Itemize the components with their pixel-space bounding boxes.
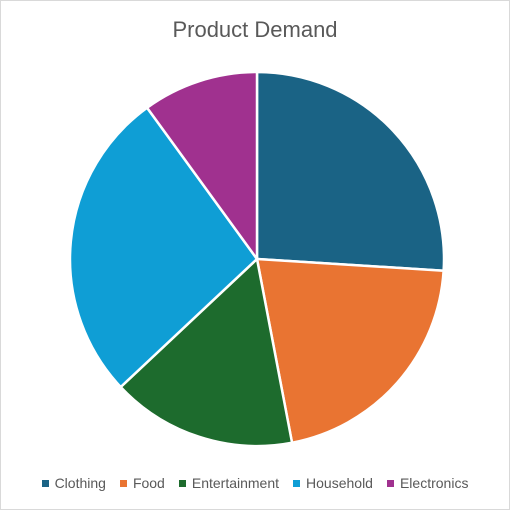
legend-item-electronics: Electronics — [386, 475, 469, 491]
pie-slice-food — [255, 257, 445, 444]
legend-label: Clothing — [54, 475, 106, 491]
legend-item-clothing: Clothing — [41, 475, 106, 491]
pie-slice-clothing — [255, 70, 446, 272]
legend-swatch — [41, 479, 49, 487]
legend-label: Entertainment — [191, 475, 280, 491]
pie-slice-household — [68, 106, 259, 389]
legend-swatch — [386, 479, 394, 487]
legend-swatch — [178, 479, 186, 487]
legend: Clothing Food Entertainment Household Electr… — [1, 475, 509, 491]
legend-label: Household — [306, 475, 373, 491]
legend-item-food: Food — [119, 475, 165, 491]
legend-item-household: Household — [293, 475, 373, 491]
pie-slice-entertainment — [119, 257, 294, 448]
legend-label: Food — [132, 475, 165, 491]
legend-label: Electronics — [399, 475, 469, 491]
chart-title: Product Demand — [172, 17, 338, 42]
pie-slice-electronics — [145, 70, 259, 261]
legend-swatch — [119, 479, 127, 487]
legend-item-entertainment: Entertainment — [178, 475, 280, 491]
legend-swatch — [293, 479, 301, 487]
